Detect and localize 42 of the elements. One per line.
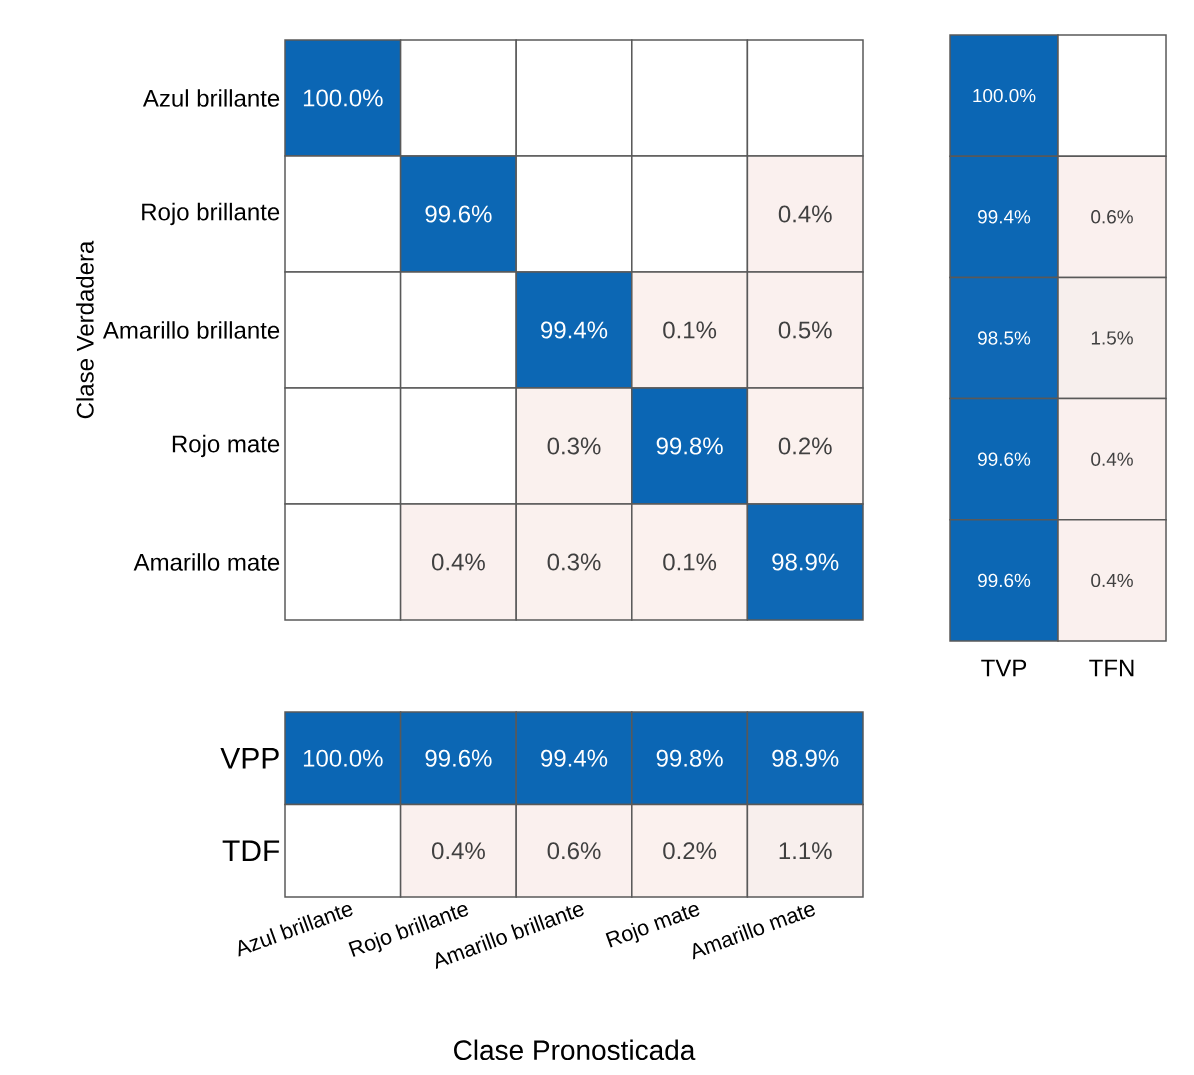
x-tick-label: TFN (1089, 659, 1134, 677)
data-label: 99.6% (425, 205, 492, 223)
data-label: 99.8% (656, 437, 723, 455)
data-label: 0.2% (778, 437, 832, 455)
y-tick-label: Rojo brillante (142, 202, 280, 226)
data-label: 99.6% (425, 749, 492, 767)
data-label: 98.9% (772, 553, 839, 571)
data-label: 0.4% (778, 205, 832, 223)
data-label: 99.4% (541, 749, 608, 767)
data-label: 99.6% (978, 452, 1031, 466)
data-label: 0.4% (431, 842, 485, 860)
y-tick-label: Rojo mate (172, 434, 280, 458)
y-tick-label: Azul brillante (142, 89, 280, 107)
data-label: 98.9% (772, 749, 839, 767)
y-axis-title: Clase Verdadera (76, 240, 94, 419)
data-label: 0.3% (547, 553, 601, 571)
data-label: 99.8% (656, 749, 723, 767)
data-label: 99.4% (541, 321, 608, 339)
data-label: 99.4% (978, 210, 1031, 224)
y-tick-label: TDF (222, 840, 280, 862)
data-label: 100.0% (303, 749, 383, 767)
data-label: 0.6% (1091, 210, 1133, 224)
data-label: 0.5% (778, 321, 832, 339)
data-label: 100.0% (973, 88, 1036, 103)
data-label: 100.0% (303, 89, 383, 107)
data-label: 1.1% (779, 842, 832, 860)
data-label: 0.6% (547, 842, 601, 860)
data-label: 98.5% (978, 331, 1031, 345)
data-label: 0.1% (663, 553, 717, 571)
y-tick-label: Amarillo mate (133, 553, 280, 571)
y-tick-label: Amarillo brillante (102, 321, 280, 339)
y-tick-label: VPP (220, 747, 279, 769)
data-label: 0.4% (1091, 573, 1133, 588)
x-axis-title: Clase Pronosticada (454, 1039, 696, 1061)
data-label: 0.1% (663, 321, 717, 339)
data-label: 0.2% (663, 842, 717, 860)
data-label: 0.4% (431, 553, 485, 571)
data-label: 0.4% (1091, 452, 1133, 466)
data-label: 99.6% (978, 573, 1031, 588)
data-label: 0.3% (547, 437, 601, 455)
data-label: 1.5% (1091, 331, 1133, 345)
x-tick-label: TVP (981, 659, 1027, 677)
